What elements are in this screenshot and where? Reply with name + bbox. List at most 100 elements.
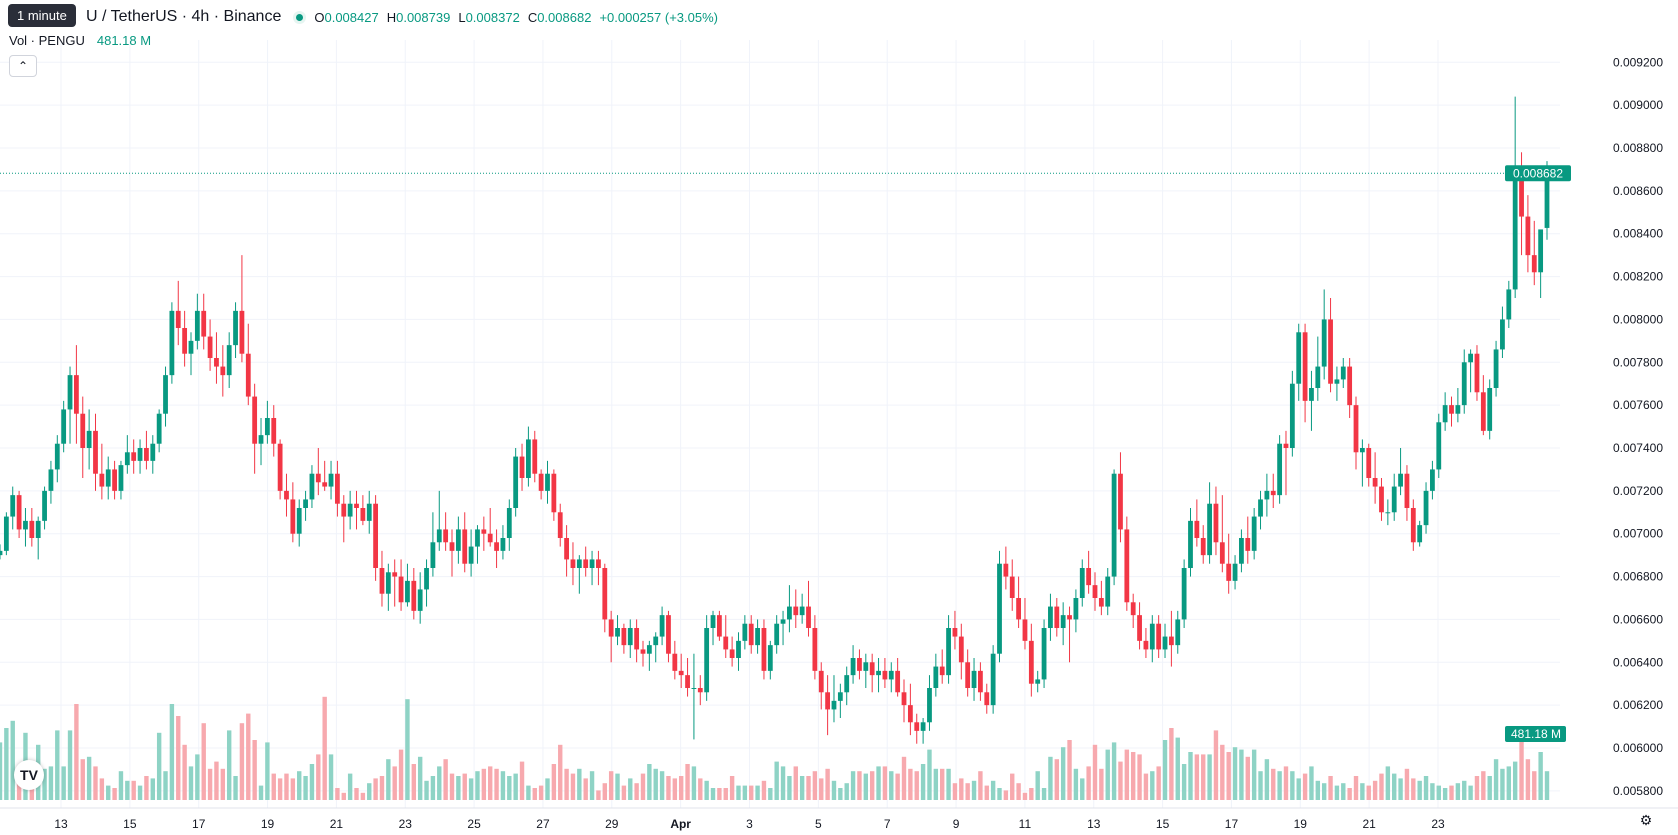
candle-body <box>105 469 111 487</box>
date-tick-label: 15 <box>1156 817 1170 831</box>
candle-body <box>576 559 582 568</box>
collapse-legend-button[interactable]: ⌃ <box>9 55 37 77</box>
volume-bar <box>303 776 308 800</box>
volume-bar <box>1532 771 1537 800</box>
volume-bar <box>1481 771 1486 800</box>
candle-body <box>1200 538 1206 556</box>
volume-bar <box>914 771 919 800</box>
candle-body <box>35 520 41 538</box>
volume-bar <box>1442 788 1448 800</box>
candle-body <box>487 533 493 543</box>
volume-bar <box>768 788 773 800</box>
date-tick-label: 25 <box>467 817 481 831</box>
tradingview-logo[interactable]: TV <box>14 760 44 790</box>
volume-bar <box>1271 768 1276 800</box>
candle-body <box>42 490 47 521</box>
candle-body <box>506 508 512 538</box>
price-tick-label: 0.008600 <box>1613 184 1663 198</box>
volume-bar <box>1309 766 1314 800</box>
candle-body <box>1149 623 1155 650</box>
volume-bar <box>1512 761 1518 800</box>
volume-bar <box>1341 783 1346 800</box>
date-tick-label: 29 <box>605 817 619 831</box>
candle-body <box>933 666 939 688</box>
candle-body <box>1239 538 1244 564</box>
volume-bar <box>1137 754 1142 800</box>
volume-bar <box>1506 766 1512 800</box>
candle-body <box>1468 353 1474 363</box>
candle-body <box>1347 366 1353 406</box>
volume-bar <box>838 788 843 800</box>
close-label: C <box>527 9 538 25</box>
candle-body <box>1328 319 1333 384</box>
open-value: 0.008427 <box>324 9 379 25</box>
candle-body <box>958 636 964 663</box>
volume-bar <box>309 764 315 800</box>
settings-icon[interactable]: ⚙ <box>1639 812 1653 828</box>
volume-bar <box>647 764 652 800</box>
volume-bar <box>80 759 85 800</box>
volume-bar <box>1436 785 1441 800</box>
volume-bar <box>233 776 238 800</box>
candle-body <box>780 619 786 624</box>
volume-label[interactable]: Vol · PENGU <box>9 33 85 48</box>
candle-body <box>169 310 175 376</box>
price-tick-label: 0.006800 <box>1613 570 1663 584</box>
volume-bar <box>1315 780 1321 800</box>
volume-bar <box>583 778 588 800</box>
candle-body <box>863 662 869 671</box>
volume-bar <box>347 773 353 800</box>
volume-bar <box>889 771 894 800</box>
volume-bar <box>118 771 124 800</box>
candle-body <box>927 688 932 723</box>
candle-body <box>385 572 391 594</box>
volume-bar <box>252 740 257 800</box>
volume-bar <box>379 776 385 800</box>
volume-bar <box>1213 730 1219 800</box>
candle-body <box>888 670 894 680</box>
volume-bar <box>373 778 378 800</box>
candle-body <box>201 310 207 337</box>
volume-bar <box>1500 768 1505 800</box>
volume-bar <box>246 713 251 800</box>
volume-bar <box>354 788 359 800</box>
volume-bar <box>112 788 117 800</box>
candle-body <box>1028 640 1034 684</box>
candle-body <box>1016 598 1022 620</box>
candle-body <box>284 490 289 500</box>
candle-body <box>1404 473 1410 508</box>
volume-bar <box>1175 737 1180 800</box>
volume-bar <box>1417 780 1422 800</box>
candle-body <box>258 435 264 444</box>
date-tick-label: 21 <box>1362 817 1376 831</box>
volume-bar <box>398 749 404 800</box>
candle-body <box>1353 405 1359 453</box>
price-tick-label: 0.009200 <box>1613 55 1663 69</box>
candle-body <box>602 568 608 620</box>
candle-body <box>857 658 862 671</box>
candle-body <box>1251 516 1257 551</box>
volume-bar <box>787 776 792 800</box>
volume-bar <box>1169 728 1174 800</box>
price-tick-label: 0.006000 <box>1613 741 1663 755</box>
candle-body <box>774 623 780 646</box>
candle-body <box>481 529 487 534</box>
volume-bar <box>608 771 614 800</box>
volume-bar <box>1022 792 1028 800</box>
last-price-badge: 0.008682 <box>1513 166 1563 180</box>
volume-bar <box>1181 764 1187 800</box>
candle-body <box>366 503 372 521</box>
price-change: +0.000257 (+3.05%) <box>599 9 718 25</box>
low-value: 0.008372 <box>465 9 520 25</box>
volume-bar <box>793 766 798 800</box>
symbol-title[interactable]: U / TetherUS · 4h · Binance <box>86 8 282 25</box>
volume-bar <box>1411 778 1416 800</box>
volume-bar <box>207 768 213 800</box>
candle-body <box>1480 392 1486 431</box>
candle-body <box>207 336 213 358</box>
candle-body <box>723 636 729 650</box>
candle-body <box>1188 520 1193 568</box>
candle-body <box>175 310 181 328</box>
volume-bar <box>1334 785 1340 800</box>
